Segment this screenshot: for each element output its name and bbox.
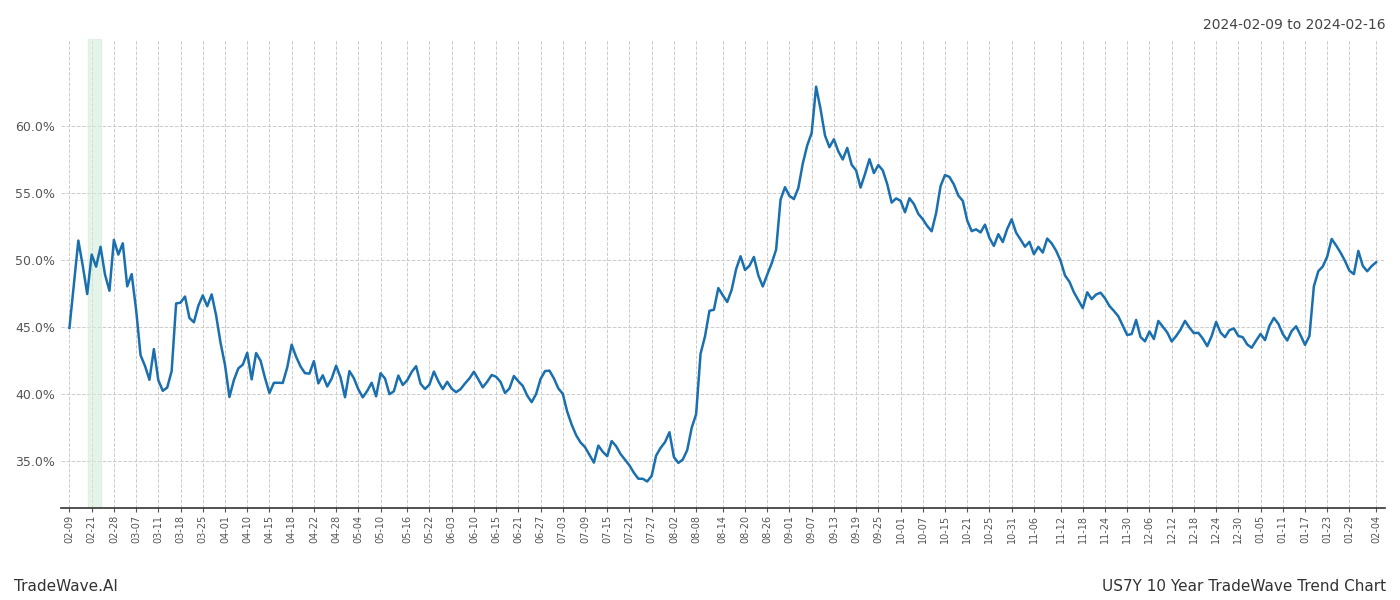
Text: 2024-02-09 to 2024-02-16: 2024-02-09 to 2024-02-16 — [1204, 18, 1386, 32]
Text: US7Y 10 Year TradeWave Trend Chart: US7Y 10 Year TradeWave Trend Chart — [1102, 579, 1386, 594]
Bar — [88, 39, 101, 508]
Text: TradeWave.AI: TradeWave.AI — [14, 579, 118, 594]
